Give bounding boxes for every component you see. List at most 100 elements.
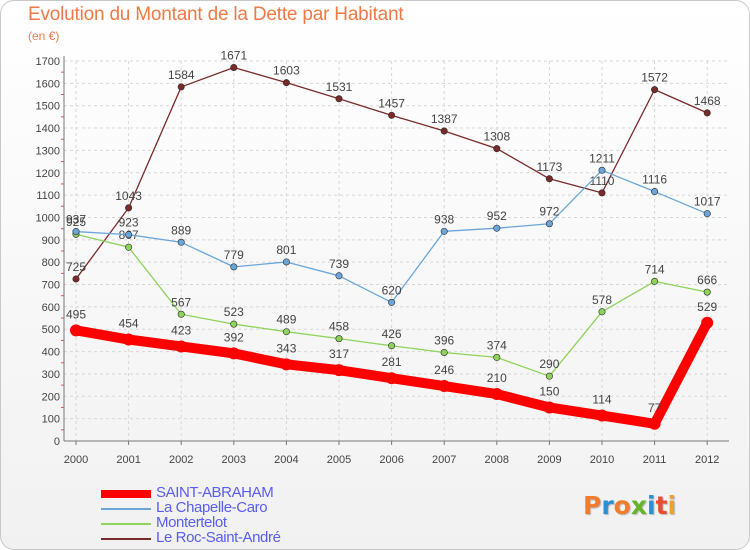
data-label: 281 — [382, 355, 402, 369]
data-point — [72, 228, 80, 236]
data-label: 150 — [539, 384, 559, 398]
data-label: 1671 — [220, 48, 247, 62]
data-label: 1603 — [273, 64, 300, 78]
y-tick-label: 1400 — [36, 123, 60, 135]
data-point — [703, 109, 711, 117]
logo-letter: i — [647, 491, 656, 520]
data-point — [335, 95, 343, 103]
y-tick-label: 700 — [42, 280, 60, 292]
data-point — [230, 263, 238, 271]
data-point — [440, 348, 448, 356]
y-tick-label: 400 — [42, 347, 60, 359]
y-tick-label: 300 — [42, 369, 60, 381]
data-label: 725 — [66, 260, 86, 274]
data-point — [282, 328, 290, 336]
data-point — [440, 227, 448, 235]
data-label: 1531 — [326, 80, 353, 94]
data-point — [175, 340, 188, 353]
data-label: 1584 — [168, 68, 195, 82]
data-label: 1110 — [590, 174, 615, 188]
data-point — [335, 335, 343, 343]
data-label: 567 — [171, 295, 191, 309]
x-tick-label: 2003 — [222, 454, 246, 466]
legend-swatch — [101, 538, 151, 540]
data-label: 1043 — [115, 189, 142, 203]
y-tick-label: 1500 — [36, 101, 60, 113]
x-tick-label: 2001 — [116, 454, 140, 466]
data-label: 1457 — [378, 96, 405, 110]
data-point — [596, 409, 608, 422]
data-point — [72, 275, 80, 283]
data-label: 1468 — [694, 94, 721, 108]
x-tick-label: 2004 — [274, 454, 298, 466]
x-tick-label: 2005 — [327, 454, 351, 466]
data-point — [440, 127, 448, 135]
chart-title: Evolution du Montant de la Dette par Hab… — [28, 4, 404, 25]
proxiti-logo: Proxiti — [583, 491, 676, 520]
data-label: 801 — [276, 243, 296, 257]
data-point — [545, 220, 553, 228]
data-point — [701, 316, 714, 329]
legend-label: Le Roc-Saint-André — [156, 529, 281, 546]
y-tick-label: 100 — [42, 414, 60, 426]
data-point — [388, 342, 396, 350]
data-label: 1572 — [641, 71, 668, 85]
y-tick-label: 500 — [42, 324, 60, 336]
data-point — [388, 111, 396, 119]
data-label: 714 — [645, 262, 665, 276]
y-tick-label: 1200 — [36, 168, 60, 180]
y-tick-label: 1600 — [36, 78, 60, 90]
logo-letter: r — [601, 491, 614, 520]
data-label: 666 — [697, 273, 717, 287]
data-point — [177, 238, 185, 246]
data-label: 620 — [382, 283, 402, 297]
data-label: 495 — [66, 307, 86, 321]
legend-swatch — [101, 490, 151, 498]
data-point — [280, 358, 293, 371]
data-point — [703, 210, 711, 218]
data-point — [125, 204, 133, 212]
data-label: 1308 — [483, 130, 510, 144]
y-tick-label: 1700 — [36, 56, 60, 68]
legend-swatch — [101, 508, 151, 510]
data-label: 578 — [592, 293, 612, 307]
y-tick-label: 900 — [42, 235, 60, 247]
x-tick-label: 2010 — [590, 454, 614, 466]
x-tick-label: 2008 — [485, 454, 509, 466]
y-tick-label: 0 — [54, 436, 60, 448]
data-point — [545, 175, 553, 183]
x-tick-label: 2007 — [432, 454, 456, 466]
data-point — [333, 364, 345, 377]
logo-letter: t — [655, 491, 668, 520]
data-label: 1116 — [642, 173, 667, 187]
data-label: 392 — [224, 330, 244, 344]
data-label: 454 — [119, 317, 139, 331]
x-tick-label: 2000 — [64, 454, 88, 466]
logo-letter: i — [667, 491, 677, 520]
data-point — [282, 258, 290, 266]
data-point — [335, 272, 343, 280]
data-point — [438, 380, 451, 393]
data-label: 374 — [487, 338, 507, 352]
data-point — [651, 277, 659, 285]
data-point — [598, 166, 606, 174]
data-point — [177, 310, 185, 318]
data-point — [543, 401, 556, 414]
x-tick-label: 2002 — [169, 454, 193, 466]
data-label: 210 — [487, 371, 507, 385]
y-tick-label: 1000 — [36, 212, 60, 224]
data-point — [493, 145, 501, 153]
data-point — [651, 188, 659, 196]
legend-label: SAINT-ABRAHAM — [156, 484, 274, 501]
x-tick-label: 2009 — [537, 454, 561, 466]
x-tick-label: 2006 — [379, 454, 403, 466]
logo-letter: P — [583, 491, 602, 520]
y-tick-label: 200 — [42, 391, 60, 403]
data-point — [490, 388, 503, 401]
y-tick-label: 1300 — [36, 145, 60, 157]
data-label: 77 — [648, 401, 662, 415]
legend-swatch — [101, 523, 151, 525]
data-point — [703, 288, 711, 296]
data-point — [230, 63, 238, 71]
y-tick-label: 600 — [42, 302, 60, 314]
